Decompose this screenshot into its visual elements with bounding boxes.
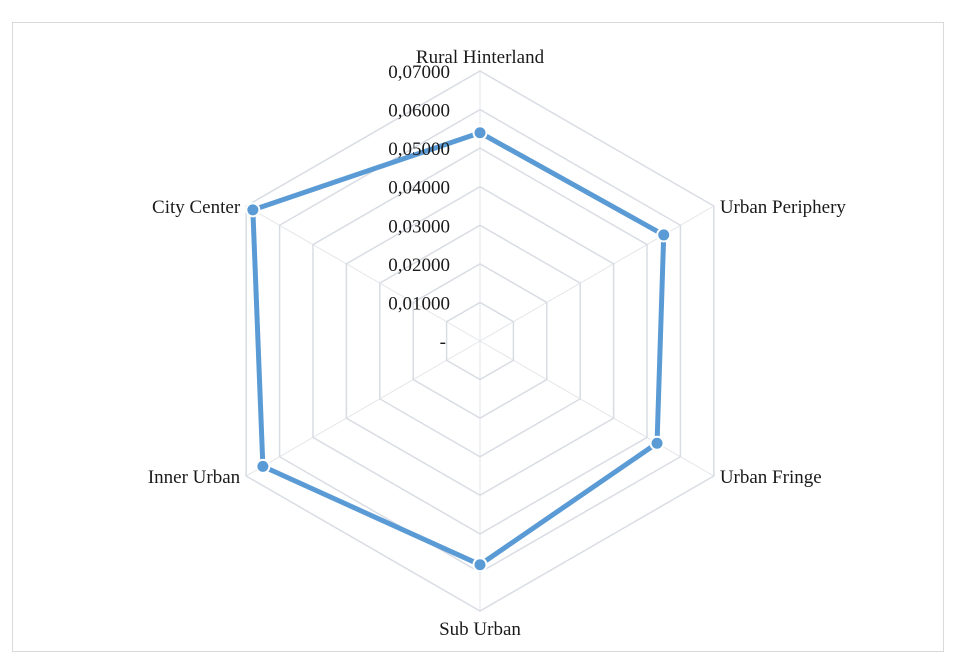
tick-label-2: 0,02000 <box>388 255 450 276</box>
tick-label-0: - <box>440 332 446 353</box>
data-point-3 <box>472 557 488 573</box>
grid-ring-7 <box>245 70 715 612</box>
grid-layer <box>245 70 715 612</box>
grid-ring-1 <box>445 301 515 381</box>
grid-ring-4 <box>345 185 615 497</box>
data-point-5 <box>245 202 261 218</box>
tick-label-7: 0,07000 <box>388 62 450 83</box>
series-line-0 <box>250 130 667 568</box>
spoke-1 <box>479 205 715 342</box>
category-labels: Rural Hinterland Urban Periphery Urban Fri… <box>148 47 847 640</box>
grid-ring-2 <box>412 262 548 420</box>
tick-label-5: 0,05000 <box>388 139 450 160</box>
data-point-4 <box>255 458 271 474</box>
grid-ring-3 <box>379 224 581 458</box>
category-label-1: Urban Periphery <box>720 197 847 218</box>
grid-ring-5 <box>312 147 648 535</box>
tick-label-3: 0,03000 <box>388 216 450 237</box>
category-label-5: City Center <box>152 197 241 218</box>
grid-ring-6 <box>278 108 682 574</box>
category-label-0: Rural Hinterland <box>416 47 545 68</box>
series-layer <box>245 125 672 573</box>
data-point-0 <box>472 125 488 141</box>
category-label-2: Urban Fringe <box>720 467 822 488</box>
tick-label-1: 0,01000 <box>388 293 450 314</box>
category-label-3: Sub Urban <box>439 619 521 640</box>
tick-labels: - 0,01000 0,02000 0,03000 0,04000 0,05000 0,06… <box>388 62 450 353</box>
spoke-2 <box>479 340 715 477</box>
data-point-1 <box>656 227 672 243</box>
tick-label-6: 0,06000 <box>388 101 450 122</box>
data-point-2 <box>649 435 665 451</box>
tick-label-4: 0,04000 <box>388 178 450 199</box>
spoke-5 <box>245 205 481 342</box>
category-label-4: Inner Urban <box>148 467 241 488</box>
spoke-4 <box>245 340 481 477</box>
